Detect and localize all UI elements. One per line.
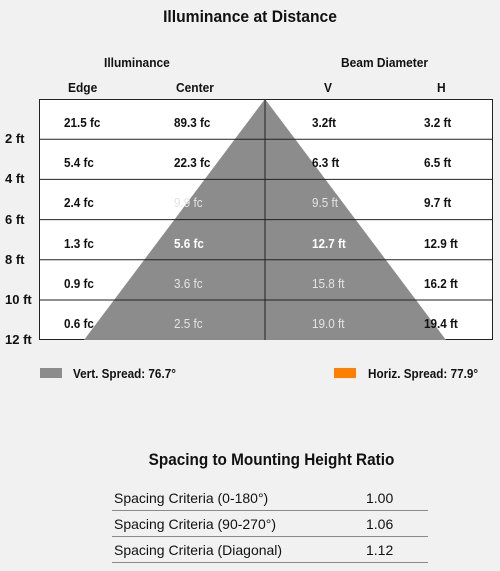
spacing-value: 1.06 bbox=[366, 516, 394, 532]
center-value: 5.6 fc bbox=[174, 235, 204, 251]
h-value: 3.2 ft bbox=[424, 115, 452, 130]
v-value: 6.3 ft bbox=[312, 155, 340, 171]
h-value: 6.5 ft bbox=[424, 155, 452, 171]
spacing-label: Spacing Criteria (0-180°) bbox=[114, 490, 269, 506]
beam-diameter-header: Beam Diameter bbox=[341, 55, 429, 70]
edge-value: 1.3 fc bbox=[64, 235, 94, 251]
chart-title: Illuminance at Distance bbox=[163, 7, 337, 26]
spacing-row: Spacing Criteria (0-180°) 1.00 bbox=[112, 487, 428, 511]
horiz-spread-label: Horiz. Spread: 77.9° bbox=[368, 366, 479, 381]
v-value: 3.2ft bbox=[312, 115, 337, 130]
spacing-row: Spacing Criteria (Diagonal) 1.12 bbox=[112, 539, 428, 563]
edge-value: 21.5 fc bbox=[64, 115, 101, 130]
horiz-spread-swatch bbox=[334, 368, 356, 378]
center-value: 2.5 fc bbox=[174, 316, 203, 331]
h-value: 12.9 ft bbox=[424, 235, 458, 251]
center-value: 22.3 fc bbox=[174, 155, 211, 171]
v-value: 19.0 ft bbox=[312, 316, 345, 331]
distance-label: 6 ft bbox=[5, 211, 25, 227]
distance-label: 10 ft bbox=[5, 292, 32, 307]
vert-spread-swatch bbox=[40, 368, 62, 378]
edge-value: 0.6 fc bbox=[64, 316, 94, 331]
h-value: 19.4 ft bbox=[424, 316, 458, 331]
spacing-label: Spacing Criteria (Diagonal) bbox=[114, 542, 283, 558]
distance-label: 4 ft bbox=[5, 171, 25, 187]
spacing-value: 1.00 bbox=[366, 490, 394, 506]
distance-lines bbox=[39, 138, 493, 301]
vert-spread-label: Vert. Spread: 76.7° bbox=[73, 366, 176, 381]
center-header: Center bbox=[176, 80, 214, 95]
spacing-label: Spacing Criteria (90-270°) bbox=[114, 516, 277, 532]
distance-label: 2 ft bbox=[5, 131, 25, 147]
edge-header: Edge bbox=[68, 80, 98, 95]
edge-value: 5.4 fc bbox=[64, 155, 94, 171]
v-value: 9.5 ft bbox=[312, 195, 339, 211]
illuminance-header: Illuminance bbox=[104, 55, 170, 70]
spacing-value: 1.12 bbox=[366, 542, 394, 558]
h-value: 16.2 ft bbox=[424, 275, 458, 291]
distance-label: 12 ft bbox=[5, 332, 32, 348]
distance-label: 8 ft bbox=[5, 251, 25, 267]
center-value: 89.3 fc bbox=[174, 115, 211, 130]
center-value: 9.9 fc bbox=[174, 195, 203, 211]
h-header: H bbox=[437, 80, 446, 95]
v-value: 15.8 ft bbox=[312, 275, 345, 291]
edge-value: 0.9 fc bbox=[64, 275, 94, 291]
v-value: 12.7 ft bbox=[312, 235, 346, 251]
h-value: 9.7 ft bbox=[424, 195, 452, 211]
edge-value: 2.4 fc bbox=[64, 195, 94, 211]
spacing-row: Spacing Criteria (90-270°) 1.06 bbox=[112, 513, 428, 537]
spacing-title: Spacing to Mounting Height Ratio bbox=[148, 450, 395, 469]
v-header: V bbox=[324, 80, 332, 95]
center-value: 3.6 fc bbox=[174, 275, 203, 291]
